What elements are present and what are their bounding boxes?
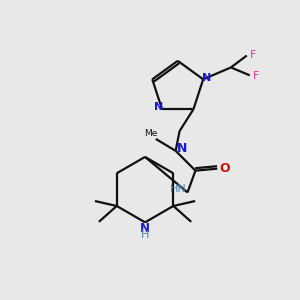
Text: N: N	[154, 102, 164, 112]
Text: H: H	[141, 230, 149, 240]
Text: N: N	[202, 73, 211, 83]
Text: HN: HN	[170, 184, 187, 194]
Text: N: N	[140, 222, 150, 235]
Text: F: F	[250, 50, 256, 59]
Text: O: O	[220, 162, 230, 175]
Text: N: N	[176, 142, 187, 155]
Text: F: F	[253, 71, 259, 81]
Text: Me: Me	[144, 130, 158, 139]
